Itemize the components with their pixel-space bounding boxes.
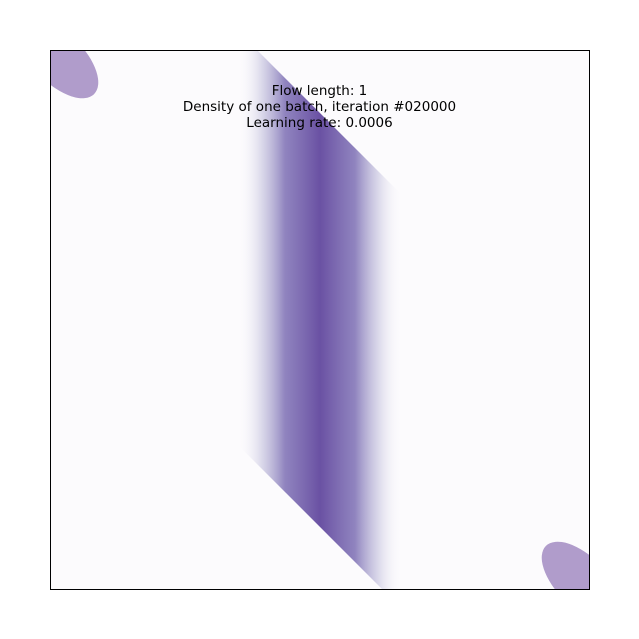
density-peak-bottom-right — [541, 541, 590, 590]
chart-title: Flow length: 1 Density of one batch, ite… — [183, 83, 456, 131]
title-line-learning-rate: Learning rate: 0.0006 — [246, 115, 392, 131]
title-line-density: Density of one batch, iteration #020000 — [183, 99, 456, 115]
axes-frame — [50, 50, 590, 590]
density-peak-top-left — [50, 50, 99, 99]
title-line-flow-length: Flow length: 1 — [272, 83, 368, 99]
